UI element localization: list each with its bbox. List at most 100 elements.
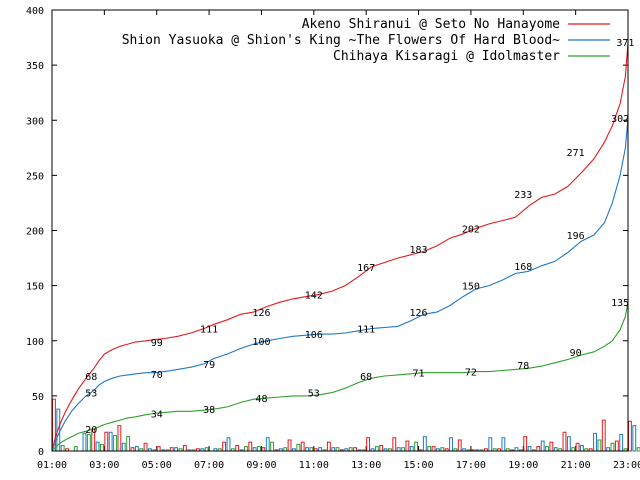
data-label: 53 [308,389,320,400]
histogram-bar [601,419,606,452]
x-tick-label: 19:00 [508,460,538,471]
histogram-bar [366,437,371,452]
histogram-bar [300,441,305,452]
data-label: 371 [616,38,634,49]
data-label: 111 [200,325,218,336]
histogram-bar [143,442,148,452]
histogram-bar [126,436,131,452]
y-tick-label: 350 [26,61,44,72]
data-label: 78 [517,361,529,372]
data-label: 68 [360,372,372,383]
data-label: 233 [514,190,532,201]
histogram-bar [287,439,292,452]
histogram-bar [523,436,528,452]
histogram-bar [636,447,640,452]
histogram-bar [575,442,580,452]
y-tick-label: 250 [26,171,44,182]
histogram-bar [422,436,427,452]
data-label: 53 [85,389,97,400]
histogram-bar [270,441,275,452]
histogram-bar [527,446,532,452]
y-tick-label: 100 [26,337,44,348]
x-tick-label: 03:00 [89,460,119,471]
data-label: 167 [357,263,375,274]
histogram-bar [86,433,91,452]
data-label: 106 [305,330,323,341]
histogram-bar [409,446,414,452]
data-label: 111 [357,325,375,336]
histogram-bar [182,444,187,452]
histogram-bar [619,433,624,452]
data-label: 135 [611,298,629,309]
histogram-bar [121,442,126,452]
histogram-bar [566,436,571,452]
histogram-bar [449,437,453,452]
y-tick-label: 400 [26,6,44,17]
histogram-bar [431,446,436,452]
axis-ticks [51,9,629,452]
histogram-bar [540,440,545,452]
x-tick-label: 09:00 [246,460,276,471]
histogram-bar [593,432,597,452]
histogram-bar [113,435,117,452]
histogram-bar [82,432,87,452]
histogram-bar [222,441,227,452]
x-tick-label: 13:00 [351,460,381,471]
y-tick-label: 50 [32,392,44,403]
series-line [51,302,629,452]
data-label: 90 [570,348,582,359]
data-label: 196 [567,231,585,242]
data-label: 20 [85,425,97,436]
data-label: 79 [203,360,215,371]
x-tick-label: 23:00 [613,460,640,471]
y-tick-label: 0 [38,447,44,458]
data-label: 142 [305,290,323,301]
histogram-bar [257,446,261,452]
histogram-bar [549,441,554,452]
histogram-bars [52,398,640,452]
histogram-bar [379,444,384,452]
data-label: 126 [252,308,270,319]
series-line [51,41,629,452]
data-label: 150 [462,282,480,293]
histogram-bar [580,444,584,452]
histogram-bar [414,441,419,452]
histogram-bar [60,444,65,452]
histogram-bar [73,446,78,452]
histogram-bar [405,440,410,452]
data-labels: 68 99 111 126 142 167 183 202 233 271 371 53 70 79 100… [85,38,634,436]
data-label: 48 [255,394,267,405]
data-label: 68 [85,372,97,383]
histogram-bar [296,443,301,452]
data-label: 100 [252,337,270,348]
histogram-bar [501,437,506,452]
series-line [51,117,629,452]
histogram-bar [134,446,139,452]
histogram-bar [545,446,549,452]
data-label: 38 [203,405,215,416]
data-label: 271 [567,148,585,159]
histogram-bar [117,425,122,452]
data-label: 34 [151,410,163,421]
histogram-bar [265,437,270,452]
data-label: 302 [611,114,629,125]
data-label: 183 [410,245,428,256]
histogram-bar [100,443,104,452]
data-label: 202 [462,224,480,235]
histogram-bar [244,446,248,452]
histogram-bar [104,431,109,452]
legend-label: Chihaya Kisaragi @ Idolmaster [333,49,560,64]
data-label: 99 [151,338,163,349]
histogram-bar [562,431,567,452]
histogram-bar [628,420,632,452]
histogram-bar [156,446,161,452]
data-label: 71 [413,369,425,380]
histogram-bar [235,444,240,452]
legend-label: Shion Yasuoka @ Shion's King ~The Flower… [122,33,560,48]
data-label: 70 [151,370,163,381]
y-tick-label: 300 [26,116,44,127]
data-label: 126 [410,308,428,319]
histogram-bar [427,446,432,452]
histogram-bar [488,437,493,452]
